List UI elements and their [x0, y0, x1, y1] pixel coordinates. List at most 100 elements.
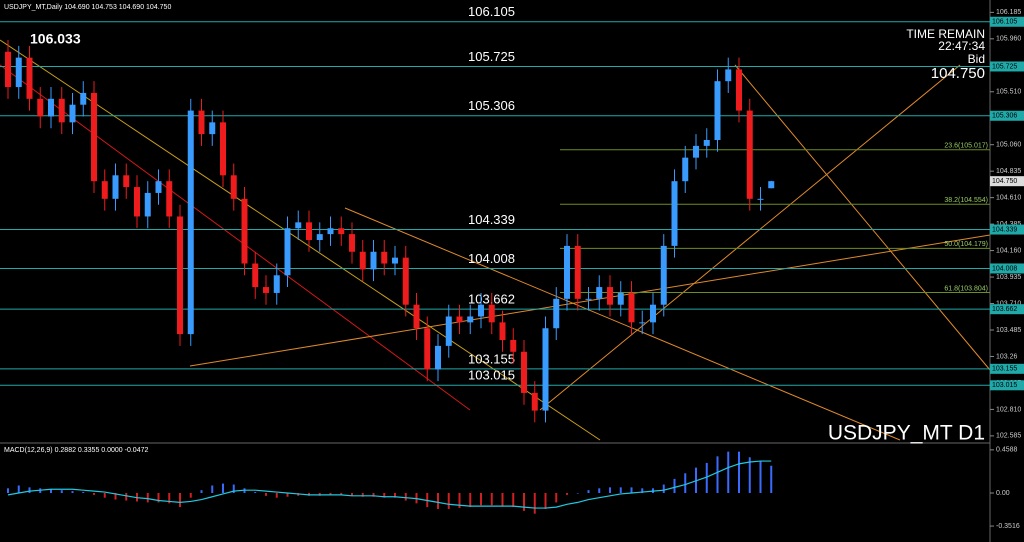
chart-header: USDJPY_MT,Daily 104.690 104.753 104.690 … [4, 4, 171, 11]
trendline [344, 207, 901, 441]
y-tick-label: 104.835 [996, 168, 1021, 175]
trendline [539, 64, 961, 411]
candle-body [263, 287, 269, 293]
candle-body [123, 175, 130, 188]
macd-bar [114, 493, 117, 500]
fib-label: 50.0(104.179) [944, 241, 988, 248]
level-axis-label: 105.306 [992, 113, 1017, 120]
candle-body [370, 251, 377, 270]
candle-body [639, 322, 646, 324]
candle-body [252, 263, 259, 288]
macd-bar [93, 493, 95, 495]
candle-body [80, 92, 87, 105]
candle-body [607, 287, 613, 305]
level-label: 103.015 [468, 368, 515, 383]
macd-bar [576, 493, 579, 494]
macd-bar [501, 493, 504, 507]
trendline [0, 64, 471, 411]
level-axis-label: 104.008 [992, 265, 1017, 272]
y-tick-label: 105.060 [996, 142, 1021, 149]
candle-body [564, 245, 570, 299]
macd-bar [7, 488, 9, 493]
macd-bar [146, 493, 149, 503]
candle-body [693, 145, 699, 158]
candle-body [230, 175, 237, 199]
timer: 22:47:34 [938, 39, 985, 53]
macd-bar [394, 493, 396, 498]
y-tick-label: 104.160 [996, 247, 1021, 254]
candle-body [91, 92, 97, 182]
y-tick-label: 106.185 [996, 9, 1021, 16]
candle-body [553, 298, 560, 329]
candle-body [338, 228, 345, 235]
y-tick-label: 102.810 [996, 406, 1021, 413]
candle-body [660, 245, 667, 305]
macd-bar [716, 456, 719, 493]
level-axis-label: 106.105 [992, 19, 1017, 26]
candle-body [402, 257, 409, 305]
macd-bar [17, 485, 20, 493]
macd-bar [469, 493, 472, 508]
macd-bar [641, 488, 644, 493]
candle-body [445, 316, 452, 346]
timer-label: TIME REMAIN [906, 27, 985, 41]
candle-body [617, 292, 624, 305]
macd-bar [684, 473, 687, 493]
bid-label: Bid [968, 52, 985, 66]
candle-body [574, 245, 581, 299]
level-label: 104.339 [468, 212, 515, 227]
y-tick-label: 105.960 [996, 36, 1021, 43]
macd-bar [566, 493, 568, 495]
candle-body [435, 345, 441, 370]
macd-bar [71, 491, 74, 493]
candle-body [746, 110, 753, 199]
macd-bar [673, 478, 676, 493]
candle-body [478, 304, 484, 317]
candle-body [112, 175, 119, 199]
y-tick-label: 103.710 [996, 300, 1021, 307]
level-box [990, 16, 1024, 27]
candle-body [37, 98, 44, 117]
y-tick-label: 103.26 [996, 353, 1018, 360]
macd-bar [619, 487, 622, 493]
candle-body [101, 181, 108, 199]
y-tick-label: 103.485 [996, 327, 1021, 334]
fib-label: 38.2(104.554) [944, 197, 988, 204]
candle-body [198, 110, 205, 135]
y-tick-label: 102.585 [996, 433, 1021, 440]
trendline [734, 64, 991, 371]
candle-body [26, 57, 33, 99]
candle-body [510, 340, 517, 352]
macd-bar [60, 490, 63, 493]
candle-body [650, 304, 656, 323]
macd-bar [211, 485, 214, 493]
level-label: 105.306 [468, 98, 515, 113]
macd-bar [705, 462, 708, 493]
macd-bar [340, 493, 343, 495]
level-axis-label: 105.725 [992, 63, 1017, 70]
level-box [990, 363, 1024, 374]
candle-body [155, 181, 162, 193]
macd-bar [437, 493, 439, 509]
candle-body [714, 81, 721, 140]
candle-body [241, 198, 248, 264]
candle-body [392, 257, 398, 264]
macd-bar [523, 493, 525, 511]
macd-bar [189, 493, 192, 498]
macd-bar [544, 493, 547, 509]
drawings [0, 0, 991, 542]
candle-body [521, 351, 527, 393]
macd-bar [275, 493, 278, 498]
candle-body [209, 122, 216, 135]
macd-bar [361, 493, 364, 497]
candle-body [273, 275, 280, 293]
level-label: 103.155 [468, 351, 515, 366]
candle-body [456, 316, 463, 323]
candle-body [768, 181, 775, 189]
macd-bar [587, 490, 590, 493]
candle-body [359, 251, 366, 270]
macd-bar [748, 457, 751, 493]
candle-body [531, 392, 538, 411]
macd-bar [222, 483, 224, 493]
